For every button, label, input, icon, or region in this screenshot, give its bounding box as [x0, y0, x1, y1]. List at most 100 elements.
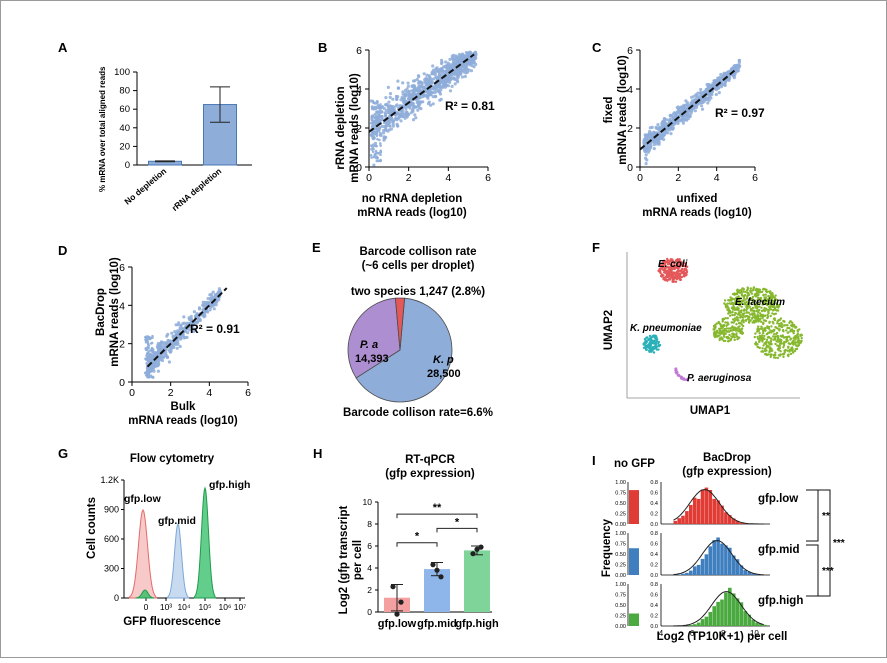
scatter-point [400, 95, 404, 100]
kpneu-point [644, 346, 647, 349]
paer-point [676, 374, 680, 377]
scatter-point [669, 114, 673, 118]
scatter-point [423, 78, 427, 82]
efaecium-point [747, 320, 751, 323]
efaecium-point [737, 327, 740, 330]
panel-i-small-tick-label: 0.50 [615, 501, 626, 507]
efaecium-point [756, 345, 759, 349]
efaecium-point [723, 335, 726, 338]
scatter-point [201, 308, 205, 312]
scatter-point [417, 80, 421, 84]
panel-i-hist-bar [751, 619, 755, 626]
scatter-point [189, 317, 194, 322]
scatter-point [440, 58, 444, 62]
scatter-point [658, 126, 662, 130]
ecoli-point [665, 269, 668, 273]
scatter-point [692, 94, 696, 98]
efaecium-point [778, 322, 781, 326]
scatter-point [404, 100, 408, 104]
scatter-point [378, 133, 382, 137]
panel-i-small-tick-label: 0.25 [615, 614, 626, 620]
efaecium-point [793, 335, 796, 338]
scatter-point [427, 91, 431, 96]
scatter-point [462, 62, 466, 66]
efaecium-point [750, 292, 754, 295]
scatter-point [666, 131, 670, 135]
efaecium-point [727, 327, 730, 330]
panel-i-hist-bar [692, 624, 697, 626]
panel-h-point [474, 546, 480, 552]
panel-h-y-tick-label: 0 [367, 607, 372, 617]
scatter-point [374, 118, 378, 121]
scatter-point [732, 65, 736, 69]
scatter-point [195, 313, 199, 317]
scatter-point [469, 62, 473, 66]
scatter-point [374, 127, 378, 131]
efaecium-point [761, 347, 764, 350]
panel-h-point [430, 562, 436, 568]
scatter-point [704, 97, 708, 102]
scatter-point [384, 112, 388, 116]
scatter-point [648, 126, 653, 130]
efaecium-point [769, 290, 772, 293]
scatter-point [699, 91, 703, 95]
scatter-point [460, 75, 464, 79]
efaecium-point [740, 323, 743, 326]
scatter-point [434, 94, 438, 98]
scatter-point [446, 84, 450, 88]
panel-i-hist-bar [704, 554, 709, 575]
scatter-point [674, 114, 678, 118]
ecoli-point [670, 267, 673, 270]
scatter-point [167, 360, 171, 364]
scatter-point [369, 153, 373, 157]
efaecium-point [756, 294, 759, 297]
panel-i-x-tick-label: 8 [721, 629, 726, 638]
scatter-point [424, 82, 428, 86]
panel-h-cat-label: gfp.low [378, 618, 417, 630]
panel-i-small-tick-label: 0.25 [615, 512, 626, 518]
efaecium-point [724, 321, 727, 324]
scatter-point [643, 136, 648, 140]
panel-i-hist-bar [677, 574, 681, 575]
scatter-point [197, 306, 201, 310]
efaecium-point [730, 321, 733, 324]
scatter-point [445, 79, 449, 84]
scatter-point [662, 137, 666, 142]
scatter-point [449, 64, 453, 68]
scatter-point [448, 57, 452, 62]
scatter-point [412, 84, 416, 88]
ecoli-point [662, 277, 665, 280]
panel-i-small-tick-label: 1.00 [615, 582, 626, 588]
panel-i-tick-label: 0.2 [650, 563, 658, 569]
panel-i-hist-bar [731, 555, 736, 575]
panel-i-hist-bar [696, 564, 701, 575]
efaecium-point [726, 321, 729, 324]
efaecium-point [727, 337, 731, 340]
panel-g-high-label: gfp.high [209, 479, 250, 491]
scatter-point [685, 101, 690, 105]
efaecium-point [769, 354, 773, 357]
x-tick-label: 4 [714, 172, 720, 184]
scatter-point [433, 73, 437, 77]
efaecium-point [740, 294, 744, 297]
ecoli-point [664, 278, 667, 282]
scatter-point [645, 148, 649, 153]
scatter-point [643, 148, 647, 152]
panel-h-point [470, 551, 476, 557]
efaecium-point [771, 349, 774, 352]
efaecium-point [768, 321, 771, 324]
scatter-point [179, 324, 183, 328]
scatter-point [438, 92, 443, 96]
scatter-point [417, 101, 421, 105]
scatter-point [717, 76, 721, 80]
efaecium-point [755, 305, 759, 309]
efaecium-point [772, 317, 776, 320]
efaecium-point [735, 323, 738, 326]
efaecium-point [767, 326, 770, 330]
panel-g-title: Flow cytometry [130, 453, 215, 465]
panel-e-pa-label: P. a [360, 339, 378, 351]
scatter-point [376, 156, 379, 159]
panel-f: F UMAP2 E. coli E. faecium K. pneumoniae… [592, 240, 803, 417]
scatter-point [152, 367, 155, 371]
panel-e-pie [347, 297, 453, 403]
